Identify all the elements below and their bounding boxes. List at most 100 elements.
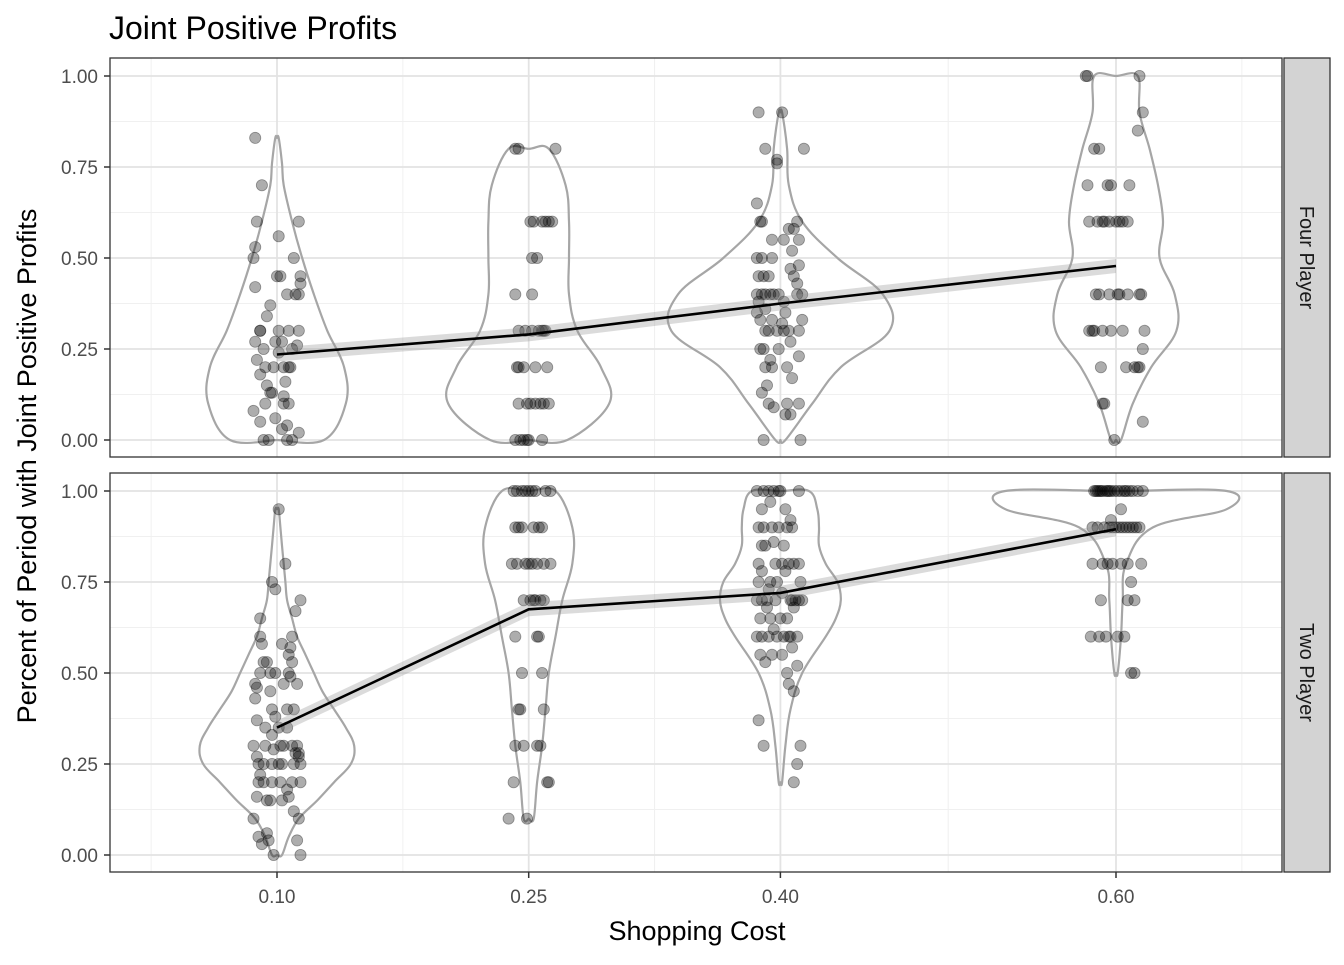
data-point — [282, 648, 295, 661]
data-point — [1120, 361, 1133, 374]
data-point — [1121, 557, 1134, 570]
data-point — [771, 630, 784, 643]
data-point — [1103, 484, 1116, 497]
data-point — [265, 576, 278, 589]
data-point — [544, 484, 557, 497]
violin-1 — [445, 144, 613, 445]
data-point — [787, 601, 800, 614]
data-point — [774, 484, 787, 497]
data-point — [265, 728, 278, 741]
data-point — [791, 630, 804, 643]
data-point — [766, 313, 779, 326]
data-point — [1081, 179, 1094, 192]
data-point — [1105, 514, 1118, 527]
violin-2 — [718, 488, 842, 787]
data-point — [254, 324, 267, 337]
data-point — [779, 503, 792, 516]
data-point — [249, 677, 262, 690]
data-point — [282, 361, 295, 374]
data-point — [792, 557, 805, 570]
data-point — [755, 539, 768, 552]
data-point — [527, 215, 540, 228]
data-point — [757, 270, 770, 283]
data-point — [781, 521, 794, 534]
data-point — [764, 288, 777, 301]
data-point — [771, 324, 784, 337]
y-axis-label: Percent of Period with Joint Positive Pr… — [12, 209, 42, 724]
data-point — [277, 677, 290, 690]
data-point — [1136, 342, 1149, 355]
data-point — [752, 557, 765, 570]
data-point — [247, 739, 260, 752]
data-point — [269, 710, 282, 723]
data-point — [267, 743, 280, 756]
data-point — [544, 557, 557, 570]
data-point — [509, 521, 522, 534]
data-point — [531, 251, 544, 264]
data-point — [755, 503, 768, 516]
data-point — [250, 215, 263, 228]
data-point — [1084, 630, 1097, 643]
data-point — [755, 215, 768, 228]
data-point — [524, 397, 537, 410]
data-point — [750, 484, 763, 497]
data-point — [1131, 361, 1144, 374]
violin-1 — [482, 487, 576, 823]
data-point — [269, 583, 282, 596]
data-point — [1128, 667, 1141, 680]
data-point — [509, 142, 522, 155]
y-tick-label: 0.00 — [61, 846, 98, 867]
data-point — [521, 812, 534, 825]
data-point — [759, 324, 772, 337]
data-point — [282, 667, 295, 680]
data-point — [254, 667, 267, 680]
data-point — [249, 281, 262, 294]
data-point — [252, 758, 265, 771]
data-point — [254, 415, 267, 428]
data-point — [752, 521, 765, 534]
data-point — [791, 659, 804, 672]
data-point — [272, 230, 285, 243]
data-point — [275, 758, 288, 771]
data-point — [247, 251, 260, 264]
data-point — [536, 667, 549, 680]
data-point — [289, 288, 302, 301]
data-point — [282, 397, 295, 410]
data-point — [292, 812, 305, 825]
data-point — [776, 557, 789, 570]
data-point — [264, 667, 277, 680]
data-point — [750, 630, 763, 643]
data-point — [1121, 288, 1134, 301]
data-point — [1091, 484, 1104, 497]
data-point — [781, 612, 794, 625]
data-point — [1086, 324, 1099, 337]
data-point — [792, 484, 805, 497]
data-point — [1136, 484, 1149, 497]
data-point — [781, 397, 794, 410]
data-point — [1128, 594, 1141, 607]
data-point — [270, 270, 283, 283]
data-point — [546, 215, 559, 228]
data-point — [282, 790, 295, 803]
data-point — [1088, 324, 1101, 337]
data-point — [286, 776, 299, 789]
data-point — [292, 288, 305, 301]
data-point — [757, 342, 770, 355]
data-point — [1131, 484, 1144, 497]
data-point — [772, 342, 785, 355]
data-point — [782, 677, 795, 690]
data-point — [1111, 630, 1124, 643]
data-point — [292, 426, 305, 439]
data-point — [509, 288, 522, 301]
data-point — [534, 594, 547, 607]
data-point — [750, 288, 763, 301]
x-tick-label: 0.60 — [1098, 887, 1135, 908]
data-point — [277, 361, 290, 374]
data-point — [1133, 521, 1146, 534]
data-point — [1094, 361, 1107, 374]
data-point — [779, 408, 792, 421]
data-point — [766, 361, 779, 374]
data-point — [536, 521, 549, 534]
